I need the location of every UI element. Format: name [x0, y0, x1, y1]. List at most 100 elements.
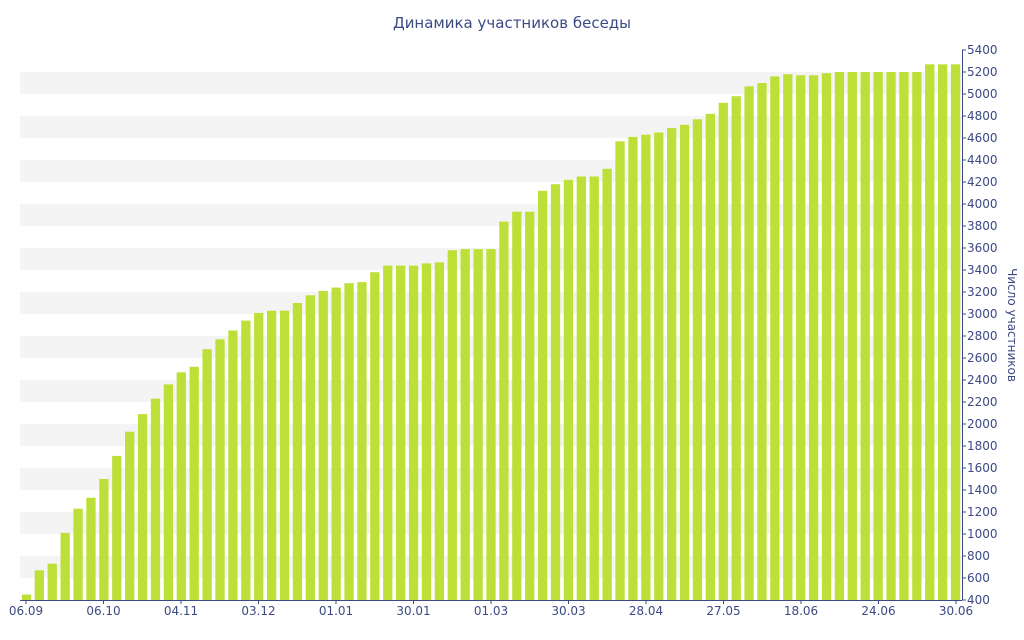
y-tick-label: 2800 [967, 329, 998, 343]
bar [486, 249, 496, 600]
bar [679, 124, 690, 601]
bar [937, 64, 948, 601]
y-tick-label: 400 [967, 593, 990, 607]
bar [499, 221, 509, 600]
y-tick-label: 3800 [967, 219, 998, 233]
bar [408, 265, 419, 600]
bar [396, 265, 406, 600]
x-tick-label: 03.12 [241, 604, 275, 618]
bar [950, 64, 961, 601]
bar [447, 250, 457, 600]
bar [705, 113, 716, 601]
bar [73, 508, 83, 600]
bar [112, 455, 122, 600]
bar [512, 211, 522, 600]
x-tick-label: 06.10 [86, 604, 120, 618]
bar [99, 479, 109, 600]
grid-band [20, 116, 962, 138]
bar [925, 64, 935, 601]
y-tick-label: 5400 [967, 43, 998, 57]
y-tick-label: 2600 [967, 351, 998, 365]
y-tick-label: 800 [967, 549, 990, 563]
bar [757, 83, 767, 600]
bar [692, 119, 703, 601]
x-tick-label: 06.09 [9, 604, 43, 618]
bar [241, 320, 251, 600]
bar [912, 72, 922, 600]
bar [254, 312, 264, 600]
y-tick-label: 3000 [967, 307, 998, 321]
bar [718, 102, 728, 601]
bar [292, 303, 303, 600]
bar [21, 594, 32, 600]
bar [886, 72, 896, 600]
bar [215, 339, 225, 600]
bar [615, 141, 625, 601]
bar [163, 384, 174, 600]
y-tick-label: 5200 [967, 65, 998, 79]
y-tick-label: 4000 [967, 197, 998, 211]
bar [834, 72, 845, 600]
y-tick-label: 1600 [967, 461, 998, 475]
bar [641, 134, 651, 600]
bar [47, 563, 57, 600]
y-tick-label: 4400 [967, 153, 998, 167]
y-tick-label: 1400 [967, 483, 998, 497]
bar [563, 179, 574, 601]
bar [60, 532, 70, 600]
x-tick-label: 30.06 [939, 604, 973, 618]
bar [860, 72, 870, 600]
bar [176, 372, 186, 600]
bar [473, 249, 483, 600]
bar [357, 282, 367, 600]
y-tick-label: 4200 [967, 175, 998, 189]
bar [331, 287, 341, 600]
y-tick-label: 1000 [967, 527, 998, 541]
x-tick-label: 30.01 [396, 604, 430, 618]
bar [744, 86, 754, 601]
bar [228, 330, 238, 600]
grid-band [20, 204, 962, 226]
y-tick-label: 4800 [967, 109, 998, 123]
y-axis-label: Число участников [1005, 268, 1019, 382]
y-tick-label: 2000 [967, 417, 998, 431]
y-tick-label: 1800 [967, 439, 998, 453]
grid-band [20, 72, 962, 94]
y-tick-label: 3600 [967, 241, 998, 255]
x-tick-label: 28.04 [629, 604, 663, 618]
x-tick-label: 27.05 [706, 604, 740, 618]
bar [576, 176, 586, 600]
x-tick-label: 30.03 [551, 604, 585, 618]
y-tick-label: 3400 [967, 263, 998, 277]
bar [202, 349, 212, 600]
bar [873, 72, 883, 600]
bar [150, 398, 161, 600]
bar [847, 72, 857, 600]
bar [628, 136, 638, 600]
bar [899, 72, 909, 600]
x-tick-label: 04.11 [164, 604, 198, 618]
y-tick-label: 3200 [967, 285, 998, 299]
y-axis: 400 600 800 1000 1200 1400 1600 1800 2000 2200 240… [962, 43, 998, 607]
bar [796, 75, 806, 601]
bar [318, 290, 328, 600]
y-tick-label: 2400 [967, 373, 998, 387]
bar [421, 263, 432, 600]
bar [189, 366, 199, 600]
y-tick-label: 5000 [967, 87, 998, 101]
bar [550, 184, 561, 600]
x-tick-label: 18.06 [784, 604, 818, 618]
bar [667, 128, 677, 600]
bar [770, 76, 780, 600]
bar [125, 431, 135, 600]
bar [344, 283, 354, 600]
bar [86, 497, 96, 600]
bar [279, 310, 290, 600]
bar [821, 73, 832, 601]
bar [305, 295, 315, 600]
bar [537, 190, 548, 601]
bar [34, 570, 45, 600]
bar [783, 74, 793, 600]
y-tick-label: 4600 [967, 131, 998, 145]
